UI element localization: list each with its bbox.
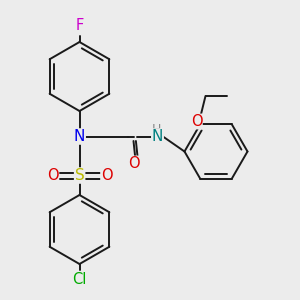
- Text: S: S: [75, 168, 84, 183]
- Text: N: N: [74, 129, 85, 144]
- Text: F: F: [75, 18, 84, 33]
- Text: O: O: [128, 156, 139, 171]
- Text: N: N: [152, 129, 163, 144]
- Text: O: O: [101, 168, 112, 183]
- Text: Cl: Cl: [72, 272, 87, 286]
- Text: O: O: [191, 114, 202, 129]
- Text: O: O: [47, 168, 58, 183]
- Text: H: H: [151, 123, 161, 136]
